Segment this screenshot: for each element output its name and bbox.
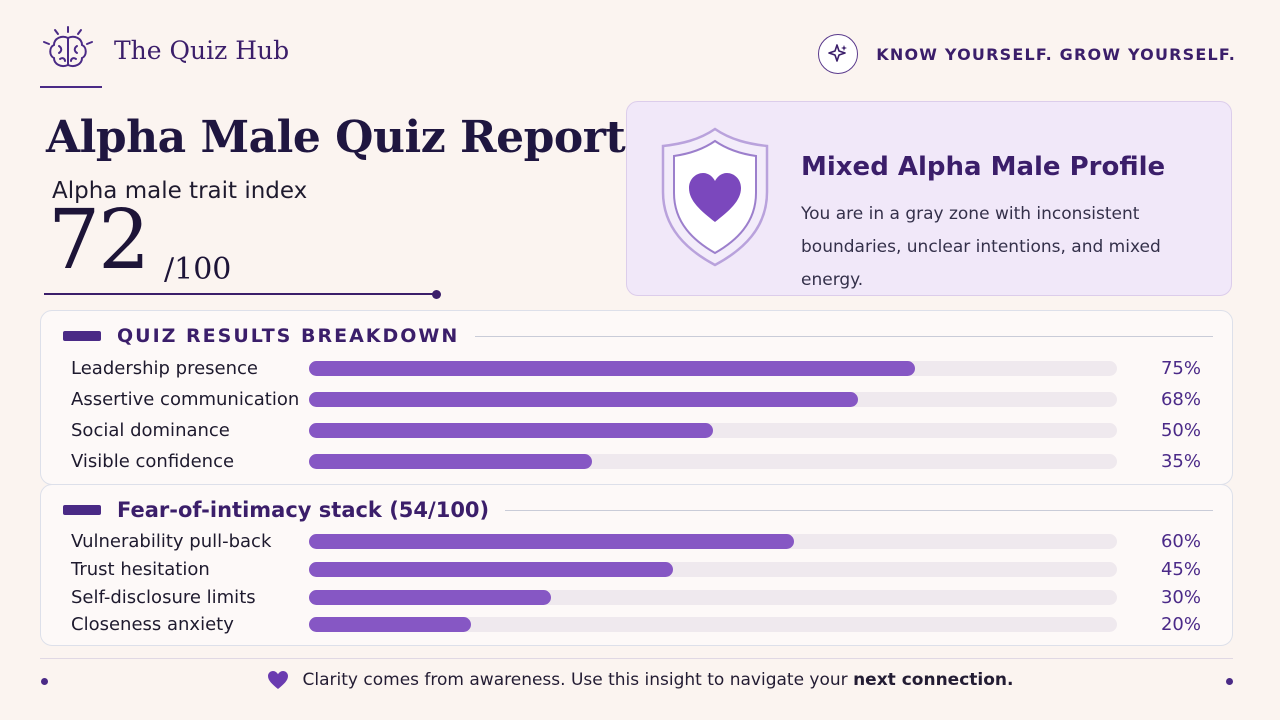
row-percent: 60% bbox=[1160, 531, 1201, 552]
progress-fill bbox=[309, 590, 552, 605]
footer: Clarity comes from awareness. Use this i… bbox=[0, 670, 1280, 690]
section-marker bbox=[63, 331, 101, 341]
progress-fill bbox=[309, 423, 713, 438]
progress-track bbox=[309, 562, 1117, 577]
row-label: Assertive communication bbox=[71, 389, 300, 410]
score-max: /100 bbox=[164, 252, 232, 287]
breakdown-row: Visible confidence 35% bbox=[71, 451, 1201, 475]
results-breakdown-panel: QUIZ RESULTS BREAKDOWN Leadership presen… bbox=[40, 310, 1233, 485]
progress-track bbox=[309, 617, 1117, 632]
page-title: Alpha Male Quiz Report bbox=[46, 112, 626, 163]
progress-fill bbox=[309, 361, 915, 376]
footer-message: Clarity comes from awareness. Use this i… bbox=[303, 670, 1014, 690]
row-percent: 50% bbox=[1160, 420, 1201, 441]
breakdown-row: Assertive communication 68% bbox=[71, 389, 1201, 413]
footer-text: Clarity comes from awareness. Use this i… bbox=[302, 670, 854, 690]
progress-fill bbox=[309, 392, 859, 407]
intimacy-row: Closeness anxiety 20% bbox=[71, 614, 1201, 638]
progress-track bbox=[309, 454, 1117, 469]
row-label: Visible confidence bbox=[71, 451, 235, 472]
row-label: Leadership presence bbox=[71, 358, 258, 379]
intimacy-row: Trust hesitation 45% bbox=[71, 559, 1201, 583]
progress-track bbox=[309, 423, 1117, 438]
intimacy-stack-panel: Fear-of-intimacy stack (54/100) Vulnerab… bbox=[40, 484, 1233, 646]
row-percent: 35% bbox=[1160, 451, 1201, 472]
progress-fill bbox=[309, 534, 794, 549]
progress-track bbox=[309, 590, 1117, 605]
progress-track bbox=[309, 534, 1117, 549]
shield-heart-icon bbox=[661, 127, 769, 267]
progress-fill bbox=[309, 562, 673, 577]
profile-title: Mixed Alpha Male Profile bbox=[801, 152, 1166, 182]
footer-dot-right bbox=[1226, 678, 1233, 685]
brand-logo[interactable]: The Quiz Hub bbox=[40, 20, 300, 88]
profile-card: Mixed Alpha Male Profile You are in a gr… bbox=[626, 101, 1232, 296]
section-rule bbox=[505, 509, 1213, 511]
row-label: Vulnerability pull-back bbox=[71, 531, 272, 552]
row-label: Closeness anxiety bbox=[71, 614, 234, 635]
section-rule bbox=[475, 335, 1213, 337]
sparkle-icon bbox=[818, 34, 859, 74]
row-label: Social dominance bbox=[71, 420, 230, 441]
footer-emphasis: next connection. bbox=[853, 670, 1014, 690]
breakdown-row: Social dominance 50% bbox=[71, 420, 1201, 444]
intimacy-title: Fear-of-intimacy stack (54/100) bbox=[117, 498, 490, 522]
row-percent: 75% bbox=[1160, 358, 1201, 379]
progress-track bbox=[309, 392, 1117, 407]
heart-icon bbox=[267, 671, 288, 689]
trait-index-label: Alpha male trait index bbox=[52, 178, 308, 204]
score-value: 72 bbox=[48, 193, 150, 288]
row-percent: 20% bbox=[1160, 614, 1201, 635]
row-percent: 30% bbox=[1160, 587, 1201, 608]
row-percent: 68% bbox=[1160, 389, 1201, 410]
intimacy-row: Self-disclosure limits 30% bbox=[71, 587, 1201, 611]
progress-fill bbox=[309, 454, 592, 469]
profile-description: You are in a gray zone with inconsistent… bbox=[801, 204, 1161, 290]
brand-name: The Quiz Hub bbox=[114, 36, 290, 65]
row-label: Trust hesitation bbox=[71, 559, 210, 580]
score-divider bbox=[44, 293, 436, 295]
intimacy-row: Vulnerability pull-back 60% bbox=[71, 531, 1201, 555]
section-marker bbox=[63, 505, 101, 515]
breakdown-title: QUIZ RESULTS BREAKDOWN bbox=[117, 325, 460, 347]
tagline-text: KNOW YOURSELF. GROW YOURSELF. bbox=[876, 44, 1236, 64]
breakdown-header: QUIZ RESULTS BREAKDOWN bbox=[63, 325, 1213, 347]
intimacy-header: Fear-of-intimacy stack (54/100) bbox=[63, 498, 1213, 522]
progress-track bbox=[309, 361, 1117, 376]
score-divider-dot bbox=[432, 290, 441, 299]
footer-dot-left bbox=[41, 678, 48, 685]
breakdown-row: Leadership presence 75% bbox=[71, 358, 1201, 382]
row-percent: 45% bbox=[1160, 559, 1201, 580]
brain-icon bbox=[43, 26, 93, 68]
footer-divider bbox=[40, 658, 1233, 659]
brand-underline bbox=[40, 86, 102, 88]
progress-fill bbox=[309, 617, 471, 632]
tagline: KNOW YOURSELF. GROW YOURSELF. bbox=[818, 34, 1236, 74]
row-label: Self-disclosure limits bbox=[71, 587, 256, 608]
